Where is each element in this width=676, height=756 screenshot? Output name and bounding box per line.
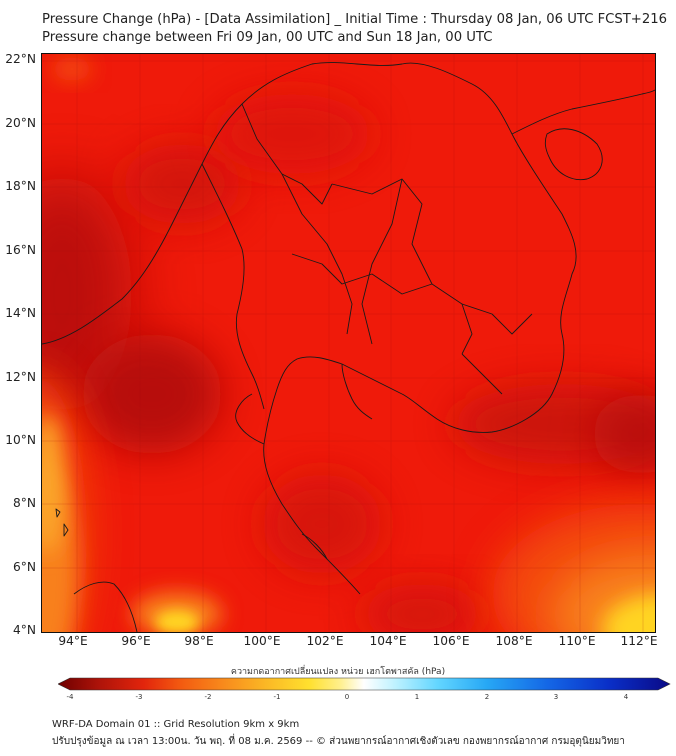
footer-line-1: WRF-DA Domain 01 :: Grid Resolution 9km … <box>52 719 300 730</box>
colorbar-tick: 1 <box>414 693 420 701</box>
footer-line-2: ปรับปรุงข้อมูล ณ เวลา 13:00น. วัน พฤ. ที… <box>52 736 625 747</box>
orange-anomalies <box>42 57 655 632</box>
y-tick: 22°N <box>5 52 36 66</box>
y-tick: 8°N <box>13 496 36 510</box>
x-tick: 106°E <box>432 634 470 648</box>
y-tick: 18°N <box>5 179 36 193</box>
y-tick: 4°N <box>13 623 36 637</box>
y-tick: 6°N <box>13 560 36 574</box>
darker-anomalies <box>42 94 655 632</box>
x-tick: 108°E <box>495 634 533 648</box>
map-panel <box>41 53 656 633</box>
x-tick: 98°E <box>184 634 214 648</box>
y-tick: 16°N <box>5 243 36 257</box>
colorbar-tick: 2 <box>484 693 490 701</box>
y-tick: 14°N <box>5 306 36 320</box>
x-tick: 104°E <box>369 634 407 648</box>
grid-lines <box>42 54 655 632</box>
pressure-field-map <box>42 54 655 632</box>
colorbar-body <box>58 677 671 691</box>
colorbar-tick: 0 <box>344 693 350 701</box>
colorbar-tick: 3 <box>553 693 559 701</box>
colorbar <box>58 677 671 691</box>
y-tick: 12°N <box>5 370 36 384</box>
x-tick: 112°E <box>620 634 658 648</box>
y-tick: 20°N <box>5 116 36 130</box>
title-line-2: Pressure change between Fri 09 Jan, 00 U… <box>42 30 493 45</box>
colorbar-tick: -2 <box>204 693 212 701</box>
x-tick: 96°E <box>121 634 151 648</box>
colorbar-tick: 4 <box>623 693 629 701</box>
x-tick: 102°E <box>306 634 344 648</box>
colorbar-tick: -1 <box>273 693 281 701</box>
x-tick: 94°E <box>58 634 88 648</box>
coastlines-and-borders <box>42 62 655 632</box>
title-line-1: Pressure Change (hPa) - [Data Assimilati… <box>42 12 668 27</box>
chart-title-block: Pressure Change (hPa) - [Data Assimilati… <box>42 11 667 47</box>
y-tick: 10°N <box>5 433 36 447</box>
colorbar-tick: -3 <box>135 693 143 701</box>
x-tick: 100°E <box>243 634 281 648</box>
x-tick: 110°E <box>558 634 596 648</box>
colorbar-tick: -4 <box>66 693 74 701</box>
colorbar-title: ความกดอากาศเปลี่ยนแปลง หน่วย เฮกโตพาสคัล… <box>230 667 446 677</box>
